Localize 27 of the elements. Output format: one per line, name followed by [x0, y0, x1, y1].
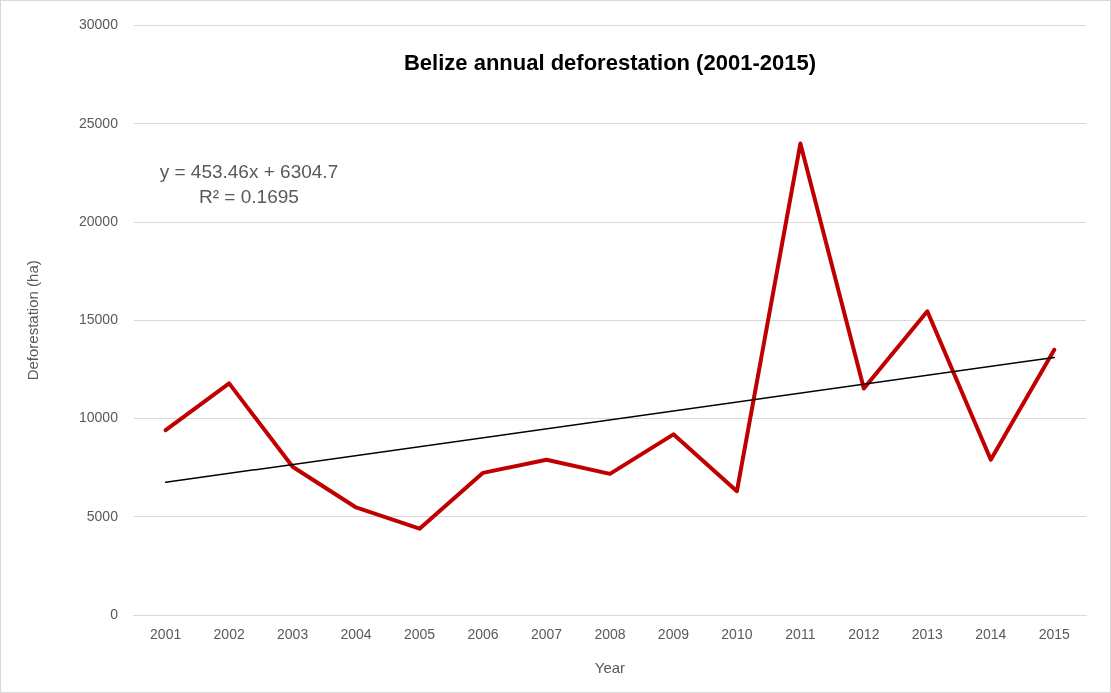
x-tick-label: 2009: [657, 626, 690, 643]
x-tick-label: 2004: [340, 626, 372, 643]
annotation: R² = 0.1695: [199, 185, 299, 207]
x-tick-label: 2002: [213, 626, 245, 643]
x-tick-label: 2014: [975, 626, 1007, 643]
y-tick-label: 15000: [78, 311, 119, 328]
y-tick-label: 5000: [86, 507, 119, 524]
x-tick-label: 2011: [785, 626, 816, 643]
x-tick-label: 2008: [594, 626, 626, 643]
y-tick-label: 30000: [78, 16, 119, 33]
x-tick-label: 2010: [721, 626, 753, 643]
x-tick-label: 2003: [277, 626, 309, 643]
x-axis-title: Year: [594, 659, 626, 677]
x-tick-label: 2012: [848, 626, 880, 643]
text: Belize annual deforestation (2001-2015): [403, 50, 816, 76]
x-tick-label: 2001: [150, 626, 182, 643]
x-tick-label: 2015: [1038, 626, 1071, 643]
x-tick-label: 2005: [403, 626, 436, 643]
y-tick-label: 20000: [78, 212, 119, 229]
y-tick-label: 25000: [78, 114, 119, 131]
y-axis-title: Deforestation (ha): [24, 260, 42, 381]
annotation: y = 453.46x + 6304.7: [159, 160, 339, 182]
x-tick-label: 2006: [467, 626, 499, 643]
y-tick-label: 10000: [78, 409, 119, 426]
x-tick-label: 2013: [911, 626, 944, 643]
y-tick-label: 0: [110, 606, 119, 623]
x-tick-label: 2007: [530, 626, 563, 643]
